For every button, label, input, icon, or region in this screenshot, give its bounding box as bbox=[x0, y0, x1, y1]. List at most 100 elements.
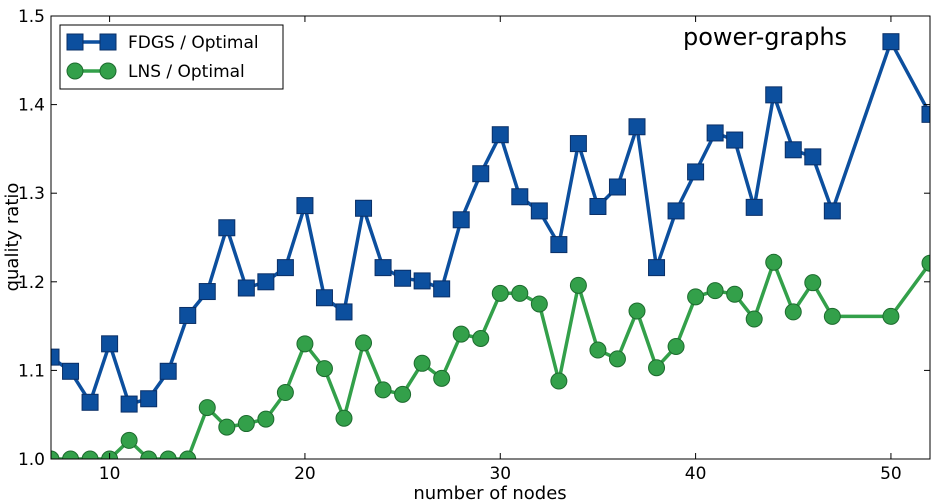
data-point-lns bbox=[823, 307, 841, 325]
data-point-lns bbox=[882, 307, 900, 325]
data-point-lns bbox=[198, 399, 216, 417]
data-point-fdgs bbox=[101, 335, 119, 353]
legend-marker-lns bbox=[99, 62, 117, 80]
y-tick-label: 1.5 bbox=[18, 7, 45, 27]
legend-marker-lns bbox=[66, 62, 84, 80]
data-point-lns bbox=[569, 276, 587, 294]
data-point-fdgs bbox=[315, 289, 333, 307]
legend-label-fdgs: FDGS / Optimal bbox=[128, 33, 259, 53]
x-tick-label: 10 bbox=[99, 464, 121, 484]
ticks-layer: 10 20 30 40 50 1.0 1.1 1.2 1.3 1.4 1.5 bbox=[18, 7, 930, 484]
data-point-fdgs bbox=[120, 395, 138, 413]
data-point-fdgs bbox=[237, 279, 255, 297]
data-point-lns bbox=[315, 360, 333, 378]
data-point-fdgs bbox=[51, 348, 60, 366]
data-point-fdgs bbox=[784, 141, 802, 159]
data-point-lns bbox=[706, 282, 724, 300]
data-point-lns bbox=[687, 288, 705, 306]
series-group bbox=[51, 33, 930, 459]
plot-area bbox=[51, 16, 930, 459]
data-point-lns bbox=[62, 450, 80, 459]
legend-entry-lns: LNS / Optimal bbox=[66, 62, 245, 82]
y-tick-label: 1.3 bbox=[18, 184, 45, 204]
y-tick-label: 1.1 bbox=[18, 361, 45, 381]
series-layer bbox=[51, 33, 930, 459]
data-point-fdgs bbox=[355, 199, 373, 217]
data-point-fdgs bbox=[257, 273, 275, 291]
data-point-lns bbox=[51, 450, 60, 459]
data-point-fdgs bbox=[804, 148, 822, 166]
data-point-lns bbox=[491, 284, 509, 302]
data-point-fdgs bbox=[706, 124, 724, 142]
x-tick-label: 50 bbox=[880, 464, 902, 484]
data-point-fdgs bbox=[628, 118, 646, 136]
data-point-fdgs bbox=[745, 198, 763, 216]
data-point-lns bbox=[589, 341, 607, 359]
data-point-fdgs bbox=[276, 259, 294, 277]
data-point-fdgs bbox=[687, 163, 705, 181]
chart-annotation: power-graphs bbox=[683, 23, 847, 51]
data-point-fdgs bbox=[296, 197, 314, 215]
x-axis-label: number of nodes bbox=[413, 483, 566, 504]
data-point-lns bbox=[452, 325, 470, 343]
data-point-lns bbox=[726, 285, 744, 303]
data-point-lns bbox=[374, 381, 392, 399]
data-point-lns bbox=[550, 372, 568, 390]
data-point-lns bbox=[394, 385, 412, 403]
data-point-lns bbox=[628, 302, 646, 320]
data-point-fdgs bbox=[823, 202, 841, 220]
data-point-lns bbox=[472, 330, 490, 348]
legend-box bbox=[59, 24, 284, 90]
plot-frame bbox=[50, 15, 931, 460]
data-point-fdgs bbox=[140, 390, 158, 408]
data-point-fdgs bbox=[569, 135, 587, 153]
legend-entry-fdgs: FDGS / Optimal bbox=[66, 33, 259, 53]
data-point-fdgs bbox=[491, 126, 509, 144]
data-point-lns bbox=[257, 410, 275, 428]
data-point-fdgs bbox=[433, 280, 451, 298]
data-point-fdgs bbox=[511, 188, 529, 206]
data-point-fdgs bbox=[452, 211, 470, 229]
data-point-lns bbox=[335, 409, 353, 427]
data-point-lns bbox=[296, 335, 314, 353]
data-point-lns bbox=[140, 450, 158, 459]
data-point-fdgs bbox=[179, 306, 197, 324]
data-point-fdgs bbox=[218, 219, 236, 237]
data-point-fdgs bbox=[335, 303, 353, 321]
y-tick-label: 1.2 bbox=[18, 273, 45, 293]
data-point-fdgs bbox=[198, 283, 216, 301]
data-point-fdgs bbox=[608, 178, 626, 196]
y-tick-label: 1.4 bbox=[18, 96, 45, 116]
data-point-lns bbox=[81, 450, 99, 459]
data-point-fdgs bbox=[413, 272, 431, 290]
data-point-lns bbox=[921, 254, 930, 272]
data-point-lns bbox=[413, 354, 431, 372]
data-point-fdgs bbox=[648, 259, 666, 277]
data-point-fdgs bbox=[882, 33, 900, 51]
data-point-lns bbox=[667, 337, 685, 355]
data-point-fdgs bbox=[472, 165, 490, 183]
data-point-lns bbox=[355, 334, 373, 352]
y-tick-label: 1.0 bbox=[18, 450, 45, 470]
data-point-fdgs bbox=[726, 131, 744, 149]
legend-marker-fdgs bbox=[99, 33, 117, 51]
data-point-lns bbox=[608, 350, 626, 368]
data-point-lns bbox=[433, 369, 451, 387]
legend: FDGS / Optimal LNS / Optimal bbox=[59, 24, 284, 90]
data-point-lns bbox=[120, 431, 138, 449]
data-point-fdgs bbox=[62, 362, 80, 380]
data-point-fdgs bbox=[374, 259, 392, 277]
y-axis-label: quality ratio bbox=[2, 183, 23, 292]
data-point-fdgs bbox=[550, 236, 568, 254]
data-point-lns bbox=[179, 450, 197, 459]
data-point-lns bbox=[159, 450, 177, 459]
data-point-fdgs bbox=[159, 362, 177, 380]
data-point-lns bbox=[511, 284, 529, 302]
data-point-fdgs bbox=[530, 202, 548, 220]
data-point-fdgs bbox=[667, 202, 685, 220]
data-point-lns bbox=[745, 310, 763, 328]
data-point-fdgs bbox=[589, 197, 607, 215]
data-point-lns bbox=[804, 274, 822, 292]
legend-label-lns: LNS / Optimal bbox=[128, 62, 245, 82]
